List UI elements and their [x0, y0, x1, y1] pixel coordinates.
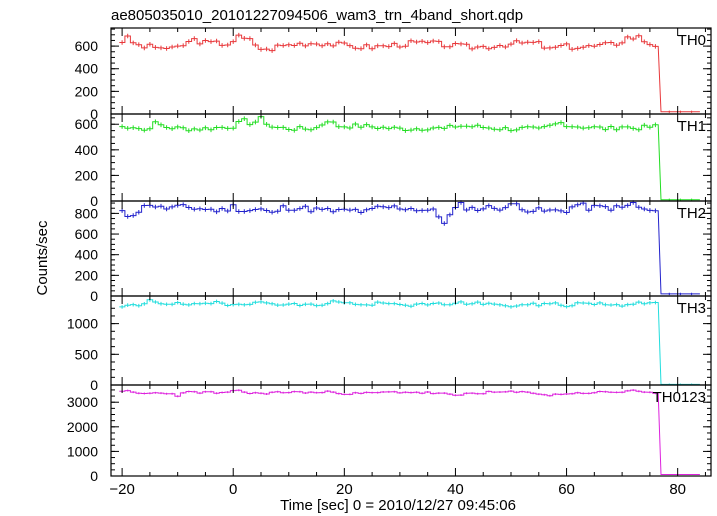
y-tick-label: 800	[75, 205, 99, 221]
error-bars-th2	[121, 200, 693, 296]
panel-label-th0: TH0	[678, 32, 706, 49]
y-tick-label: 500	[75, 346, 99, 362]
panel-label-th1: TH1	[678, 118, 706, 135]
panels-group: 0 200 400 600 TH0 0 200 400 600 TH1 0 200 400 600 800 T…	[67, 27, 712, 484]
y-tick-label: 3000	[67, 394, 98, 410]
panel-th1: 0 200 400 600 TH1	[75, 113, 712, 209]
y-tick-label: 600	[75, 38, 99, 54]
y-tick-label: 400	[75, 61, 99, 77]
y-tick-label: 600	[75, 116, 99, 132]
error-bars-th3	[121, 298, 693, 386]
panel-th0123: 0 1000 2000 3000 TH0123	[67, 384, 712, 484]
panel-frame	[110, 384, 712, 477]
panel-label-th2: TH2	[678, 205, 706, 222]
panel-th2: 0 200 400 600 800 TH2	[75, 200, 712, 304]
y-tick-label: 0	[90, 468, 98, 484]
panel-frame	[110, 200, 712, 297]
panel-label-th3: TH3	[678, 300, 706, 317]
x-tick-labels: −20 0 20 40 60 80	[109, 481, 686, 498]
y-tick-label: 2000	[67, 419, 98, 435]
panel-frame	[110, 295, 712, 386]
y-tick-label: 200	[75, 167, 99, 183]
series-line-th0	[119, 34, 700, 113]
y-tick-label: 200	[75, 83, 99, 99]
y-tick-label: 600	[75, 226, 99, 242]
x-tick-label: 40	[447, 481, 464, 498]
x-tick-label: 0	[229, 481, 237, 498]
y-tick-label: 400	[75, 247, 99, 263]
series-line-th0123	[119, 389, 700, 475]
error-bars-th1	[121, 114, 693, 201]
y-tick-label: 200	[75, 267, 99, 283]
x-tick-label: −20	[109, 481, 134, 498]
y-tick-label: 1000	[67, 316, 98, 332]
series-line-th3	[119, 299, 700, 385]
y-tick-label: 400	[75, 142, 99, 158]
x-axis-label: Time [sec] 0 = 2010/12/27 09:45:06	[280, 497, 516, 514]
y-tick-label: 0	[90, 106, 98, 122]
y-tick-label: 1000	[67, 443, 98, 459]
series-line-th1	[119, 116, 700, 201]
x-tick-label: 80	[669, 481, 686, 498]
x-tick-label: 20	[336, 481, 353, 498]
error-bars-th0	[121, 32, 693, 113]
x-tick-label: 60	[558, 481, 575, 498]
error-bars-th0123	[121, 389, 693, 475]
y-tick-label: 0	[90, 377, 98, 393]
panel-th0: 0 200 400 600 TH0	[75, 27, 712, 122]
y-tick-label: 0	[90, 193, 98, 209]
panel-label-th0123: TH0123	[653, 389, 706, 406]
y-axis-label: Counts/sec	[34, 220, 51, 296]
chart-title: ae805035010_20101227094506_wam3_trn_4ban…	[111, 7, 523, 24]
y-tick-label: 0	[90, 288, 98, 304]
panel-th3: 0 500 1000 TH3	[67, 295, 712, 393]
series-line-th2	[119, 202, 700, 295]
